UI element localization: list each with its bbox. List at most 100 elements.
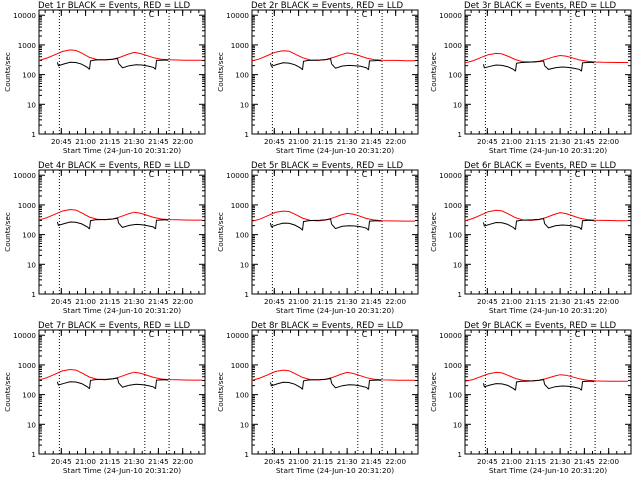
x-tick-label: 21:00 [288, 297, 309, 306]
chart-title: Det 6r BLACK = Events, RED = LLD [464, 161, 616, 171]
y-tick-label: 10000 [226, 331, 249, 340]
y-tick-label: 1 [457, 290, 462, 299]
x-tick-label: 21:00 [501, 297, 522, 306]
y-tick-label: 10000 [439, 11, 462, 20]
series-events-segment-1 [269, 62, 303, 71]
x-tick-label: 21:00 [75, 137, 96, 146]
x-tick-label: 20:45 [264, 457, 285, 466]
x-tick-label: 22:00 [385, 137, 406, 146]
x-tick-label: 21:00 [288, 137, 309, 146]
y-tick-label: 1 [31, 450, 36, 459]
y-axis-label: Counts/sec [429, 372, 438, 412]
x-tick-label: 22:00 [385, 297, 406, 306]
x-tick-label: 21:30 [124, 457, 145, 466]
series-events-segment-3 [118, 62, 156, 70]
series-events-segment-2 [89, 57, 120, 70]
chart-title: Det 5r BLACK = Events, RED = LLD [251, 161, 403, 171]
x-tick-label: 21:30 [337, 297, 358, 306]
series-events-segment-3 [544, 384, 582, 391]
x-tick-label: 21:30 [550, 457, 571, 466]
y-tick-label: 100 [22, 231, 36, 240]
y-tick-label: 1 [457, 450, 462, 459]
x-tick-label: 21:30 [550, 297, 571, 306]
x-axis-label: Start Time (24-Jun-10 20:31:20) [489, 466, 607, 475]
x-tick-label: 21:15 [313, 297, 334, 306]
x-axis-label: Start Time (24-Jun-10 20:31:20) [63, 466, 181, 475]
x-tick-label: 20:45 [264, 137, 285, 146]
x-tick-label: 21:00 [288, 457, 309, 466]
series-events-segment-1 [56, 381, 90, 390]
series-lld-line [251, 50, 416, 62]
x-tick-label: 22:00 [598, 457, 619, 466]
y-tick-label: 1 [244, 130, 249, 139]
x-tick-label: 20:45 [264, 297, 285, 306]
y-tick-label: 100 [235, 231, 249, 240]
x-tick-label: 22:00 [172, 457, 193, 466]
y-tick-label: 100 [22, 71, 36, 80]
plot-frame [251, 329, 419, 455]
x-tick-label: 21:15 [313, 457, 334, 466]
x-tick-label: 21:15 [100, 297, 121, 306]
y-tick-label: 1000 [18, 41, 37, 50]
x-axis-label: Start Time (24-Jun-10 20:31:20) [489, 306, 607, 315]
x-tick-label: 22:00 [598, 297, 619, 306]
x-tick-label: 21:15 [526, 457, 547, 466]
series-events-segment-3 [331, 382, 369, 390]
y-tick-label: 10 [453, 260, 463, 269]
x-tick-label: 21:30 [550, 137, 571, 146]
y-tick-label: 10 [240, 100, 250, 109]
x-tick-label: 21:15 [526, 137, 547, 146]
chart-title: Det 9r BLACK = Events, RED = LLD [464, 321, 616, 331]
y-tick-label: 100 [235, 71, 249, 80]
annotation-label: C [149, 10, 155, 19]
y-tick-label: 1000 [18, 361, 37, 370]
y-tick-label: 10000 [13, 11, 36, 20]
series-events-segment-2 [515, 379, 546, 391]
x-tick-label: 21:45 [148, 297, 169, 306]
series-events-segment-1 [56, 221, 90, 230]
series-events-segment-1 [269, 222, 303, 231]
annotation-label: C [575, 170, 581, 179]
x-tick-label: 22:00 [172, 137, 193, 146]
x-tick-label: 22:00 [385, 457, 406, 466]
series-lld-line [38, 368, 203, 381]
series-events-segment-1 [482, 221, 516, 230]
y-tick-label: 1000 [231, 201, 250, 210]
x-tick-label: 21:45 [361, 297, 382, 306]
plot-frame [38, 169, 206, 295]
chart-title: Det 4r BLACK = Events, RED = LLD [38, 161, 190, 171]
series-events-segment-4 [368, 379, 382, 390]
y-tick-label: 100 [448, 391, 462, 400]
x-tick-label: 20:45 [477, 297, 498, 306]
y-axis-label: Counts/sec [216, 52, 225, 92]
x-axis-label: Start Time (24-Jun-10 20:31:20) [489, 146, 607, 155]
plot-frame [464, 329, 632, 455]
chart-title: Det 3r BLACK = Events, RED = LLD [464, 1, 616, 11]
series-events-segment-1 [482, 64, 516, 72]
y-tick-label: 1 [457, 130, 462, 139]
chart-title: Det 8r BLACK = Events, RED = LLD [251, 321, 403, 331]
y-tick-label: 1000 [444, 41, 463, 50]
y-tick-label: 1000 [18, 201, 37, 210]
x-axis-label: Start Time (24-Jun-10 20:31:20) [63, 306, 181, 315]
y-tick-label: 10 [240, 260, 250, 269]
x-tick-label: 21:45 [574, 457, 595, 466]
series-lld-line [251, 369, 416, 381]
y-axis-label: Counts/sec [429, 212, 438, 252]
series-events-segment-1 [56, 61, 90, 70]
y-tick-label: 10000 [226, 11, 249, 20]
x-tick-label: 21:45 [574, 297, 595, 306]
y-tick-label: 1 [244, 450, 249, 459]
x-tick-label: 20:45 [477, 137, 498, 146]
x-axis-label: Start Time (24-Jun-10 20:31:20) [63, 146, 181, 155]
x-tick-label: 21:45 [148, 457, 169, 466]
x-tick-label: 20:45 [51, 137, 72, 146]
series-events-segment-2 [515, 60, 546, 72]
